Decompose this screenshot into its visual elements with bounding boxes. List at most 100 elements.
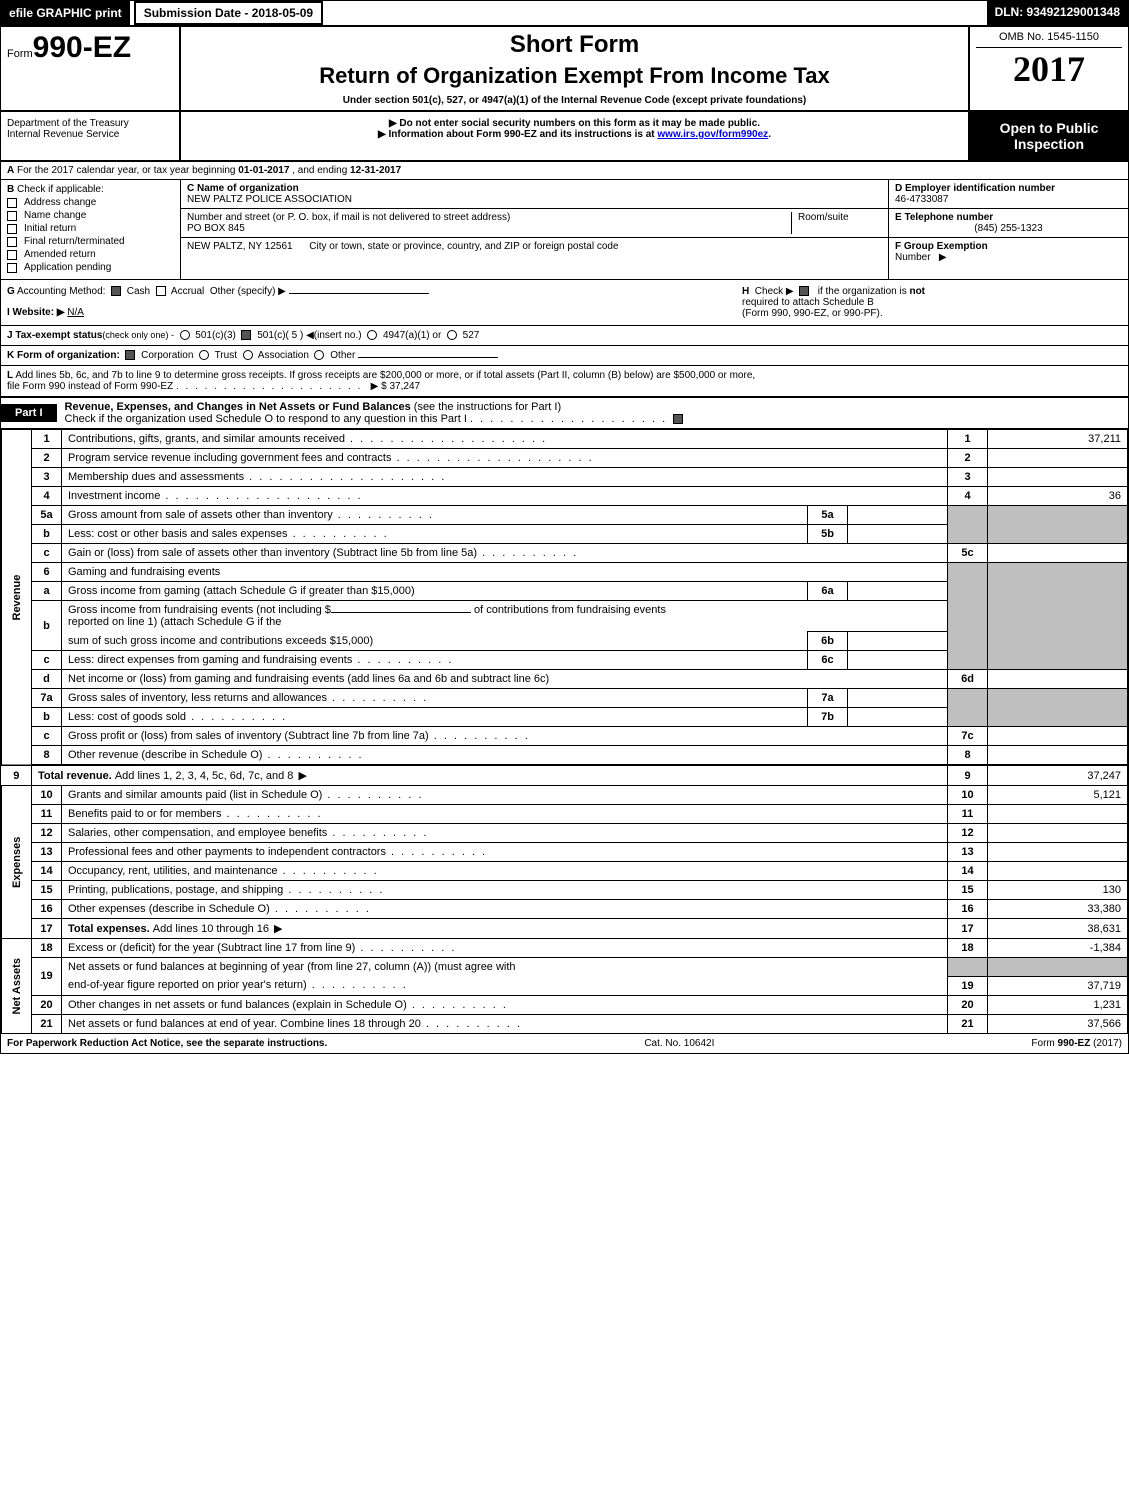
line-desc: Other changes in net assets or fund bala… (62, 995, 948, 1014)
mid-num: 7b (808, 708, 848, 727)
table-row: 9 Total revenue. Add lines 1, 2, 3, 4, 5… (2, 765, 1128, 786)
submission-date-box: Submission Date - 2018-05-09 (134, 1, 323, 25)
line-desc: Net assets or fund balances at end of ye… (62, 1014, 948, 1033)
line-rn: 2 (948, 449, 988, 468)
line-desc: Other revenue (describe in Schedule O) (62, 746, 948, 766)
line-desc: Excess or (deficit) for the year (Subtra… (62, 939, 948, 958)
part-i-sub: (see the instructions for Part I) (414, 401, 561, 413)
efile-print-button[interactable]: efile GRAPHIC print (1, 1, 130, 25)
line-desc: Occupancy, rent, utilities, and maintena… (62, 862, 948, 881)
radio-icon[interactable] (199, 350, 209, 360)
label-a: A (7, 165, 14, 176)
col-b: B Check if applicable: Address change Na… (1, 180, 181, 279)
org-name-cell: C Name of organization NEW PALTZ POLICE … (181, 180, 888, 209)
line-val: 37,211 (988, 430, 1128, 449)
k-opt-2: Association (258, 350, 309, 361)
h-text4: (Form 990, 990-EZ, or 990-PF). (742, 308, 1122, 319)
line-val: 1,231 (988, 995, 1128, 1014)
table-row: 2 Program service revenue including gove… (2, 449, 1128, 468)
line-rn: 20 (948, 995, 988, 1014)
line-rn: 12 (948, 824, 988, 843)
donot-line-1: ▶ Do not enter social security numbers o… (187, 118, 962, 129)
mid-num: 6b (808, 632, 848, 651)
j-opt-3: 527 (463, 330, 480, 341)
desc-text: Printing, publications, postage, and shi… (68, 884, 283, 896)
line-val (988, 727, 1128, 746)
line-desc: Salaries, other compensation, and employ… (62, 824, 948, 843)
l6b-d3: reported on line 1) (attach Schedule G i… (68, 616, 281, 628)
label-g: G (7, 286, 15, 297)
desc-text: Excess or (deficit) for the year (Subtra… (68, 942, 355, 954)
mid-num: 5b (808, 525, 848, 544)
dots (270, 903, 371, 915)
room-label: Room/suite (798, 212, 882, 223)
box-d: D Employer identification number 46-4733… (889, 180, 1128, 209)
line-val: 37,247 (988, 765, 1128, 786)
row-h: H Check ▶ if the organization is not req… (742, 286, 1122, 319)
table-row: c Gross profit or (loss) from sales of i… (2, 727, 1128, 746)
desc-text: Net assets or fund balances at end of ye… (68, 1018, 421, 1030)
k-opt-0: Corporation (141, 350, 193, 361)
footer-mid: Cat. No. 10642I (644, 1038, 714, 1049)
desc-text: Less: direct expenses from gaming and fu… (68, 654, 453, 666)
chk-final-return[interactable]: Final return/terminated (7, 236, 174, 247)
checkbox-icon[interactable] (125, 350, 135, 360)
table-row: 8 Other revenue (describe in Schedule O)… (2, 746, 1128, 766)
desc-text: Other changes in net assets or fund bala… (68, 999, 407, 1011)
line-val: 33,380 (988, 900, 1128, 919)
f-arrow: ▶ (939, 252, 947, 263)
chk-initial-return[interactable]: Initial return (7, 223, 174, 234)
row-k: K Form of organization: Corporation Trus… (1, 346, 1128, 366)
line-desc: sum of such gross income and contributio… (62, 632, 808, 651)
d-value: 46-4733087 (895, 194, 1122, 205)
line-rn: 3 (948, 468, 988, 487)
desc-text: Occupancy, rent, utilities, and maintena… (68, 865, 278, 877)
desc-text: Investment income (68, 490, 363, 502)
radio-icon[interactable] (243, 350, 253, 360)
box-f: F Group Exemption Number ▶ (889, 238, 1128, 266)
chk-name-change[interactable]: Name change (7, 210, 174, 221)
city-label: City or town, state or province, country… (309, 241, 618, 252)
department-cell: Department of the Treasury Internal Reve… (1, 112, 181, 160)
part-i-check-text: Check if the organization used Schedule … (65, 413, 687, 425)
shaded-cell (948, 563, 988, 670)
checkbox-icon[interactable] (673, 414, 683, 424)
chk-address-change[interactable]: Address change (7, 197, 174, 208)
chk-label: Address change (24, 197, 96, 208)
radio-icon[interactable] (314, 350, 324, 360)
checkbox-icon[interactable] (241, 330, 251, 340)
donot2-post: . (768, 129, 771, 140)
line-val: 5,121 (988, 786, 1128, 805)
radio-icon[interactable] (367, 330, 377, 340)
dots (407, 999, 508, 1011)
l17-bold: Total expenses. (68, 923, 153, 935)
line-num: 12 (32, 824, 62, 843)
checkbox-icon[interactable] (156, 286, 166, 296)
line-desc: Membership dues and assessments (62, 468, 948, 487)
line-num: 4 (32, 487, 62, 506)
checkbox-icon[interactable] (799, 286, 809, 296)
city-value: NEW PALTZ, NY 12561 (187, 241, 293, 252)
line-rn: 1 (948, 430, 988, 449)
radio-icon[interactable] (180, 330, 190, 340)
checkbox-icon[interactable] (111, 286, 121, 296)
chk-application-pending[interactable]: Application pending (7, 262, 174, 273)
checkbox-icon (7, 198, 17, 208)
line-val (988, 862, 1128, 881)
line-val: 37,566 (988, 1014, 1128, 1033)
desc-text: Contributions, gifts, grants, and simila… (68, 433, 547, 445)
g-opt-accrual: Accrual (171, 286, 204, 297)
radio-icon[interactable] (447, 330, 457, 340)
box-b-c-def: B Check if applicable: Address change Na… (1, 180, 1128, 280)
line-num: 19 (32, 958, 62, 996)
footer-right-form: 990-EZ (1058, 1038, 1091, 1049)
dept-line-2: Internal Revenue Service (7, 129, 173, 140)
chk-amended-return[interactable]: Amended return (7, 249, 174, 260)
form-number-big: 990-EZ (33, 31, 131, 64)
dots (307, 979, 408, 991)
l-text2: file Form 990 instead of Form 990-EZ (7, 381, 173, 392)
line-desc: Contributions, gifts, grants, and simila… (62, 430, 948, 449)
instructions-link[interactable]: www.irs.gov/form990ez (657, 129, 768, 140)
table-row: 15 Printing, publications, postage, and … (2, 881, 1128, 900)
desc-text: Less: cost or other basis and sales expe… (68, 528, 389, 540)
